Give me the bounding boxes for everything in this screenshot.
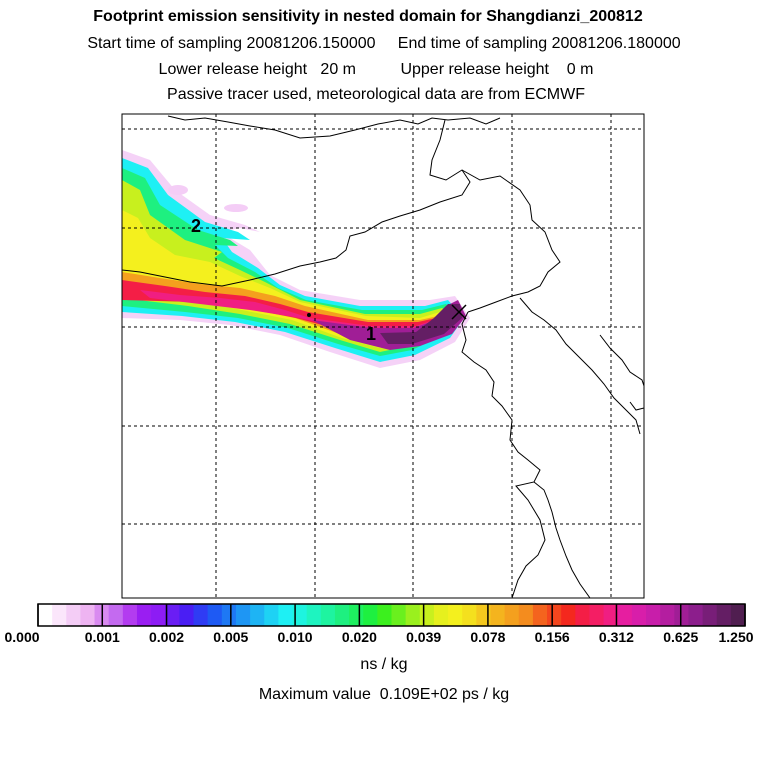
colorbar-swatch [235,604,251,626]
colorbar-swatch [207,604,223,626]
plot-title: Footprint emission sensitivity in nested… [93,8,643,25]
map-coastlines [122,115,644,598]
colorbar-swatch [405,604,421,626]
colorbar-swatch [136,604,152,626]
colorbar-tick-label: 0.002 [149,629,185,645]
colorbar-swatch [462,604,477,626]
colorbar-swatch [80,604,96,626]
colorbar-swatch [688,604,704,626]
map-gridlines [122,114,644,598]
colorbar-swatch [490,604,506,626]
colorbar-swatch [221,604,237,626]
plume-layer-green [122,168,460,356]
colorbar-swatch [306,604,322,626]
colorbar-tick-label: 0.020 [341,629,377,645]
colorbar-swatch [702,604,718,626]
colorbar-swatch [716,604,732,626]
location-dot [307,313,311,317]
colorbar-swatch [278,604,294,626]
colorbar-swatch [165,604,180,626]
plume-layer-dark-purple [380,304,462,344]
colorbar-swatch [349,604,364,626]
map-frame [121,113,645,599]
maximum-value-label: Maximum value 0.109E+02 ps / kg [258,686,510,703]
colorbar-swatch [52,604,67,626]
colorbar-tick-label: 0.078 [470,629,506,645]
colorbar-swatch [334,604,350,626]
colorbar-swatch [603,604,619,626]
colorbar-tick-label: 0.001 [84,629,120,645]
colorbar-tick-label: 0.625 [663,629,699,645]
colorbar-swatch [108,604,124,626]
colorbar-swatch [575,604,591,626]
colorbar-swatch [504,604,520,626]
colorbar-swatch [730,604,746,626]
colorbar-swatch [151,604,166,626]
colorbar-tick-label: 0.156 [534,629,570,645]
colorbar-swatch [561,604,576,626]
colorbar-swatch [66,604,82,626]
colorbar-swatch [532,604,548,626]
colorbar-tick-label: 0.039 [406,629,442,645]
colorbar-swatch [433,604,449,626]
colorbar-tick-label: 1.250 [718,629,754,645]
colorbar-swatch [631,604,647,626]
colorbar-units: ns / kg [360,656,408,673]
colorbar-swatch [476,604,492,626]
colorbar-tick-label: 0.005 [213,629,249,645]
colorbar-frame [37,603,746,627]
plume-blob [168,185,188,195]
colorbar-swatch [292,604,308,626]
colorbar-swatch [547,604,562,626]
colorbar-swatch [250,604,265,626]
colorbar-swatch [660,604,675,626]
colorbar-swatch [518,604,534,626]
plume-layer-magenta [140,290,440,337]
colorbar-tick-label: 0.000 [4,629,40,645]
plume-blob [224,204,248,212]
colorbar-tick-label: 0.010 [277,629,313,645]
colorbar-tick-label: 0.312 [598,629,634,645]
colorbar-swatch [674,604,690,626]
annotation-2: 2 [191,216,201,236]
colorbar-swatch [179,604,195,626]
colorbar-swatch [448,604,463,626]
colorbar-swatch [122,604,138,626]
colorbar-swatch [419,604,435,626]
tracer-info-line: Passive tracer used, meteorological data… [167,86,585,103]
sampling-time-line: Start time of sampling 20081206.150000 E… [87,35,681,52]
colorbar-swatch [320,604,336,626]
colorbar-swatch [617,604,633,626]
colorbar-swatch [377,604,393,626]
colorbar-swatch [264,604,279,626]
receptor-marker [451,304,467,320]
colorbar-swatch [646,604,661,626]
colorbar-swatch [391,604,407,626]
release-height-line: Lower release height 20 m Upper release … [158,61,594,78]
colorbar-swatch [589,604,605,626]
colorbar-swatch [193,604,209,626]
annotation-1: 1 [366,324,376,344]
colorbar-swatch [363,604,378,626]
colorbar-swatch [38,604,53,626]
